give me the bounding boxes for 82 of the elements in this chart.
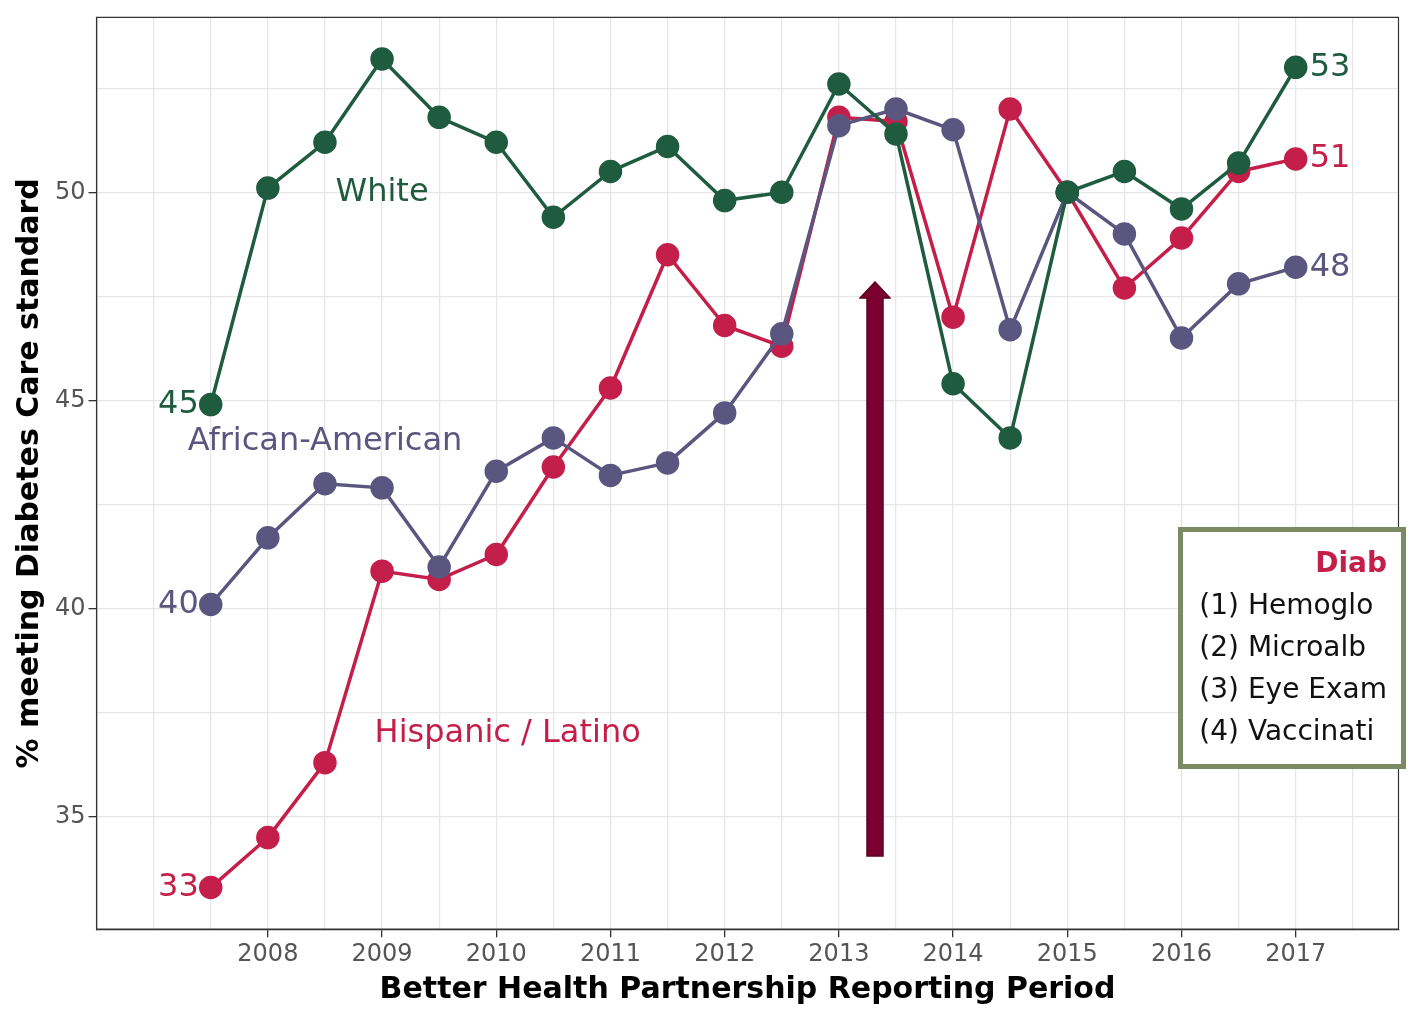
point xyxy=(1169,326,1194,350)
point xyxy=(827,72,851,96)
y-tick-label: 35 xyxy=(54,801,86,830)
data-label: 33 xyxy=(158,865,199,904)
point xyxy=(256,176,280,200)
annotation: (1) Hemoglo xyxy=(1199,587,1375,623)
point xyxy=(884,122,908,146)
point xyxy=(541,455,566,479)
point xyxy=(1283,55,1308,80)
x-tick-label: 2008 xyxy=(237,938,299,967)
data-label: 45 xyxy=(158,382,199,421)
point xyxy=(941,118,965,142)
point xyxy=(1112,276,1137,300)
point xyxy=(1169,197,1194,221)
x-tick-label: 2017 xyxy=(1265,938,1327,967)
point xyxy=(884,97,908,121)
point xyxy=(1283,147,1308,171)
x-tick-label: 2015 xyxy=(1036,938,1098,967)
point xyxy=(712,313,737,338)
data-label: 53 xyxy=(1309,45,1351,84)
point xyxy=(313,130,337,155)
point xyxy=(598,376,623,400)
data-label: 48 xyxy=(1309,245,1351,284)
x-tick-label: 2016 xyxy=(1150,938,1213,967)
annotation: Diab xyxy=(1314,545,1387,581)
point xyxy=(655,451,680,475)
point xyxy=(1112,159,1137,184)
point xyxy=(712,401,737,425)
point xyxy=(256,526,280,550)
point xyxy=(313,471,337,496)
x-tick-label: 2011 xyxy=(579,938,642,967)
annotation: (2) Microalb xyxy=(1199,629,1367,665)
point xyxy=(1226,272,1251,296)
point xyxy=(313,750,337,775)
series-label: White xyxy=(335,170,429,209)
point xyxy=(998,97,1022,121)
x-tick-label: 2010 xyxy=(465,938,527,967)
point xyxy=(1112,222,1137,246)
point xyxy=(370,559,394,583)
point xyxy=(370,476,394,500)
series-label: Hispanic / Latino xyxy=(374,711,641,750)
data-label: 40 xyxy=(158,582,199,621)
y-tick-label: 45 xyxy=(54,384,86,413)
point xyxy=(256,825,280,850)
point xyxy=(199,392,223,417)
point xyxy=(484,459,509,483)
point xyxy=(998,317,1022,342)
point xyxy=(941,372,965,396)
data-label: 51 xyxy=(1309,137,1351,176)
point xyxy=(598,463,623,488)
point xyxy=(598,159,623,184)
point xyxy=(770,322,794,346)
point xyxy=(484,130,509,155)
point xyxy=(541,205,566,229)
annotation: (4) Vaccinati xyxy=(1199,713,1376,749)
point xyxy=(712,188,737,213)
point xyxy=(484,542,509,567)
y-tick-label: 40 xyxy=(54,592,86,621)
x-tick-label: 2013 xyxy=(808,938,870,967)
x-tick-label: 2012 xyxy=(694,938,756,967)
y-axis-title: % meeting Diabetes Care standard xyxy=(9,178,45,769)
point xyxy=(998,426,1022,450)
point xyxy=(199,875,223,900)
point xyxy=(655,242,680,267)
y-tick-label: 50 xyxy=(54,176,86,205)
point xyxy=(1283,255,1308,279)
x-tick-label: 2014 xyxy=(922,938,984,967)
point xyxy=(827,113,851,138)
point xyxy=(199,592,223,617)
point xyxy=(370,47,394,71)
series-label: African-American xyxy=(187,420,463,459)
point xyxy=(427,105,451,130)
x-tick-label: 2009 xyxy=(351,938,413,967)
point xyxy=(1226,151,1251,175)
point xyxy=(655,134,680,159)
x-axis-title: Better Health Partnership Reporting Period xyxy=(379,969,1116,1005)
point xyxy=(427,555,451,579)
point xyxy=(770,180,794,205)
point xyxy=(1169,226,1194,250)
annotation: (3) Eye Exam xyxy=(1199,671,1387,707)
point xyxy=(541,426,566,450)
point xyxy=(941,305,965,329)
